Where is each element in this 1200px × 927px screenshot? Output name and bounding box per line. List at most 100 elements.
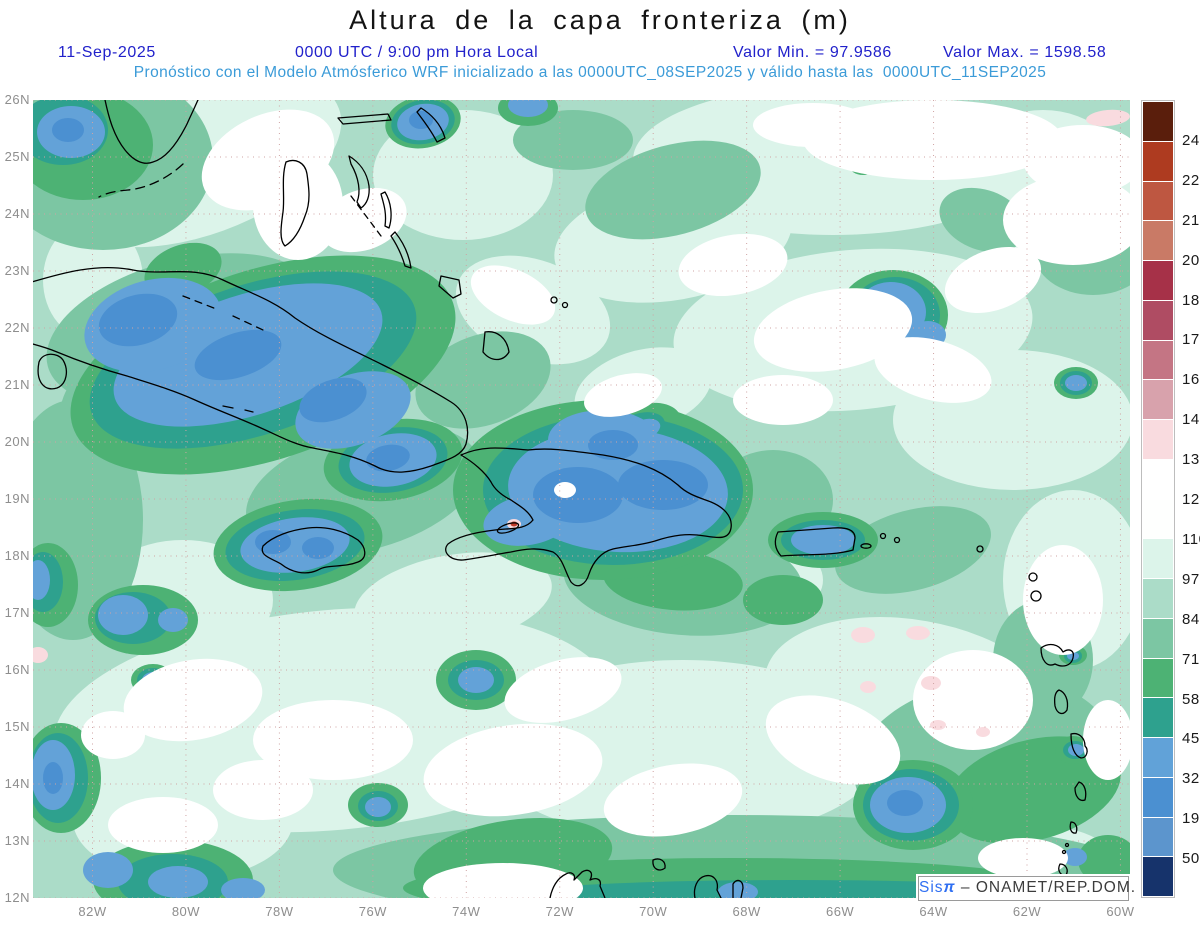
lat-tick-label: 24N xyxy=(4,206,30,221)
coast-virgin-1 xyxy=(879,532,887,540)
coast-vieques xyxy=(860,543,872,549)
coast-jamaica xyxy=(261,526,366,574)
lat-tick-label: 26N xyxy=(4,92,30,107)
coast-isla-juventud xyxy=(37,353,68,390)
colorbar-tick-label: 2270 xyxy=(1182,171,1200,189)
coast-st-vincent xyxy=(1069,821,1078,834)
colorbar-segment xyxy=(1143,340,1173,380)
lat-tick-label: 17N xyxy=(4,605,30,620)
coast-grenadine-2 xyxy=(1061,849,1067,855)
valid-date: 11-Sep-2025 xyxy=(58,44,156,61)
colorbar-segment xyxy=(1143,539,1173,578)
value-max-label: Valor Max. = 1598.58 xyxy=(943,44,1107,61)
lon-tick-label: 62W xyxy=(1012,904,1042,919)
lat-tick-label: 12N xyxy=(4,890,30,905)
lat-tick-label: 20N xyxy=(4,434,30,449)
colorbar-tick-label: 2140 xyxy=(1182,211,1200,229)
coast-great-inagua xyxy=(482,331,510,361)
lat-tick-label: 21N xyxy=(4,377,30,392)
contour-map-svg xyxy=(33,100,1130,898)
coast-florida xyxy=(104,100,199,164)
lon-tick-label: 70W xyxy=(639,904,668,919)
coast-exuma xyxy=(350,195,382,237)
coast-st-martin xyxy=(976,545,984,553)
coast-antigua xyxy=(1030,590,1042,602)
colorbar-tick-label: 1490 xyxy=(1182,411,1200,429)
colorbar-tick-label: 1880 xyxy=(1182,291,1200,309)
coast-grenadine-1 xyxy=(1064,842,1070,848)
coast-cuba xyxy=(33,266,469,473)
lon-tick-label: 64W xyxy=(919,904,948,919)
lat-tick-label: 18N xyxy=(4,548,30,563)
colorbar-segment xyxy=(1143,579,1173,618)
colorbar-segment xyxy=(1143,738,1173,777)
coast-florida-keys xyxy=(98,163,184,198)
lat-lon-gridlines xyxy=(33,100,1130,898)
colorbar-segment xyxy=(1143,221,1173,260)
coast-venezuela-1 xyxy=(693,874,722,898)
lon-tick-label: 66W xyxy=(825,904,855,919)
lon-tick-label: 78W xyxy=(265,904,294,919)
lon-tick-label: 76W xyxy=(358,904,387,919)
coast-guadeloupe xyxy=(1040,643,1075,667)
colorbar-segment xyxy=(1143,499,1173,539)
coast-cuba-keys xyxy=(182,295,264,331)
coast-virgin-2 xyxy=(893,536,901,544)
colorbar-tick-label: 1360 xyxy=(1182,451,1200,469)
lat-tick-label: 14N xyxy=(4,776,30,791)
colorbar-tick-label: 580 xyxy=(1182,690,1200,708)
colorbar-segment xyxy=(1143,618,1173,658)
fill-white-1100-1360 xyxy=(81,100,1130,898)
lat-tick-label: 25N xyxy=(4,149,30,164)
watermark-pi-icon: π xyxy=(943,879,956,896)
coast-st-lucia xyxy=(1074,781,1087,802)
coast-martinique xyxy=(1070,732,1088,759)
colorbar-tick-label: 320 xyxy=(1182,770,1200,788)
lon-tick-label: 68W xyxy=(732,904,761,919)
coast-gonave xyxy=(496,522,520,534)
coast-venezuela-paria xyxy=(549,869,606,898)
coast-puerto-rico xyxy=(774,527,856,557)
forecast-note: Pronóstico con el Modelo Atmósferico WRF… xyxy=(133,64,1047,81)
colorbar-segment xyxy=(1143,380,1173,419)
coast-margarita xyxy=(652,858,666,871)
coast-cat-island xyxy=(380,191,392,229)
lon-tick-label: 80W xyxy=(171,904,201,919)
colorbar-segment xyxy=(1143,300,1173,340)
coastlines xyxy=(33,100,1088,898)
valid-time: 0000 UTC / 9:00 pm Hora Local xyxy=(295,44,539,61)
watermark-brand: Sis xyxy=(919,879,944,896)
colorbar-tick-label: 2400 xyxy=(1182,131,1200,149)
colorbar-tick-label: 1750 xyxy=(1182,331,1200,349)
colorbar-segment xyxy=(1143,777,1173,817)
coast-venezuela-2 xyxy=(732,879,744,898)
colorbar-tick-label: 840 xyxy=(1182,610,1200,628)
colorbar-segment xyxy=(1143,141,1173,181)
colorbar-segment xyxy=(1143,817,1173,857)
page-title: Altura de la capa fronteriza (m) xyxy=(349,5,851,35)
lat-tick-label: 15N xyxy=(4,719,30,734)
lat-tick-label: 16N xyxy=(4,662,30,677)
watermark-box: Sisπ – ONAMET/REP.DOM. xyxy=(918,876,1135,901)
lon-tick-label: 82W xyxy=(78,904,107,919)
colorbar-tick-label: 1100 xyxy=(1182,530,1200,548)
colorbar-segment xyxy=(1143,857,1173,896)
coast-barbuda xyxy=(1028,572,1038,582)
lat-tick-label: 13N xyxy=(4,833,30,848)
coast-dominica xyxy=(1053,689,1069,715)
lon-tick-label: 60W xyxy=(1106,904,1135,919)
colorbar-segment xyxy=(1143,698,1173,737)
lat-tick-label: 23N xyxy=(4,263,30,278)
fill-midblue-190-320 xyxy=(43,111,923,816)
lat-tick-label: 19N xyxy=(4,491,30,506)
colorbar-tick-label: 50 xyxy=(1182,850,1200,868)
fill-pink-1360-1490 xyxy=(33,109,1130,737)
colorbar-tick-label: 190 xyxy=(1182,810,1200,828)
colorbar-tick-label: 710 xyxy=(1182,650,1200,668)
coast-long-island xyxy=(390,231,412,269)
lat-tick-label: 22N xyxy=(4,320,30,335)
coast-cayman xyxy=(222,405,254,413)
colorbar-tick-label: 2010 xyxy=(1182,251,1200,269)
colorbar-segment xyxy=(1143,261,1173,300)
